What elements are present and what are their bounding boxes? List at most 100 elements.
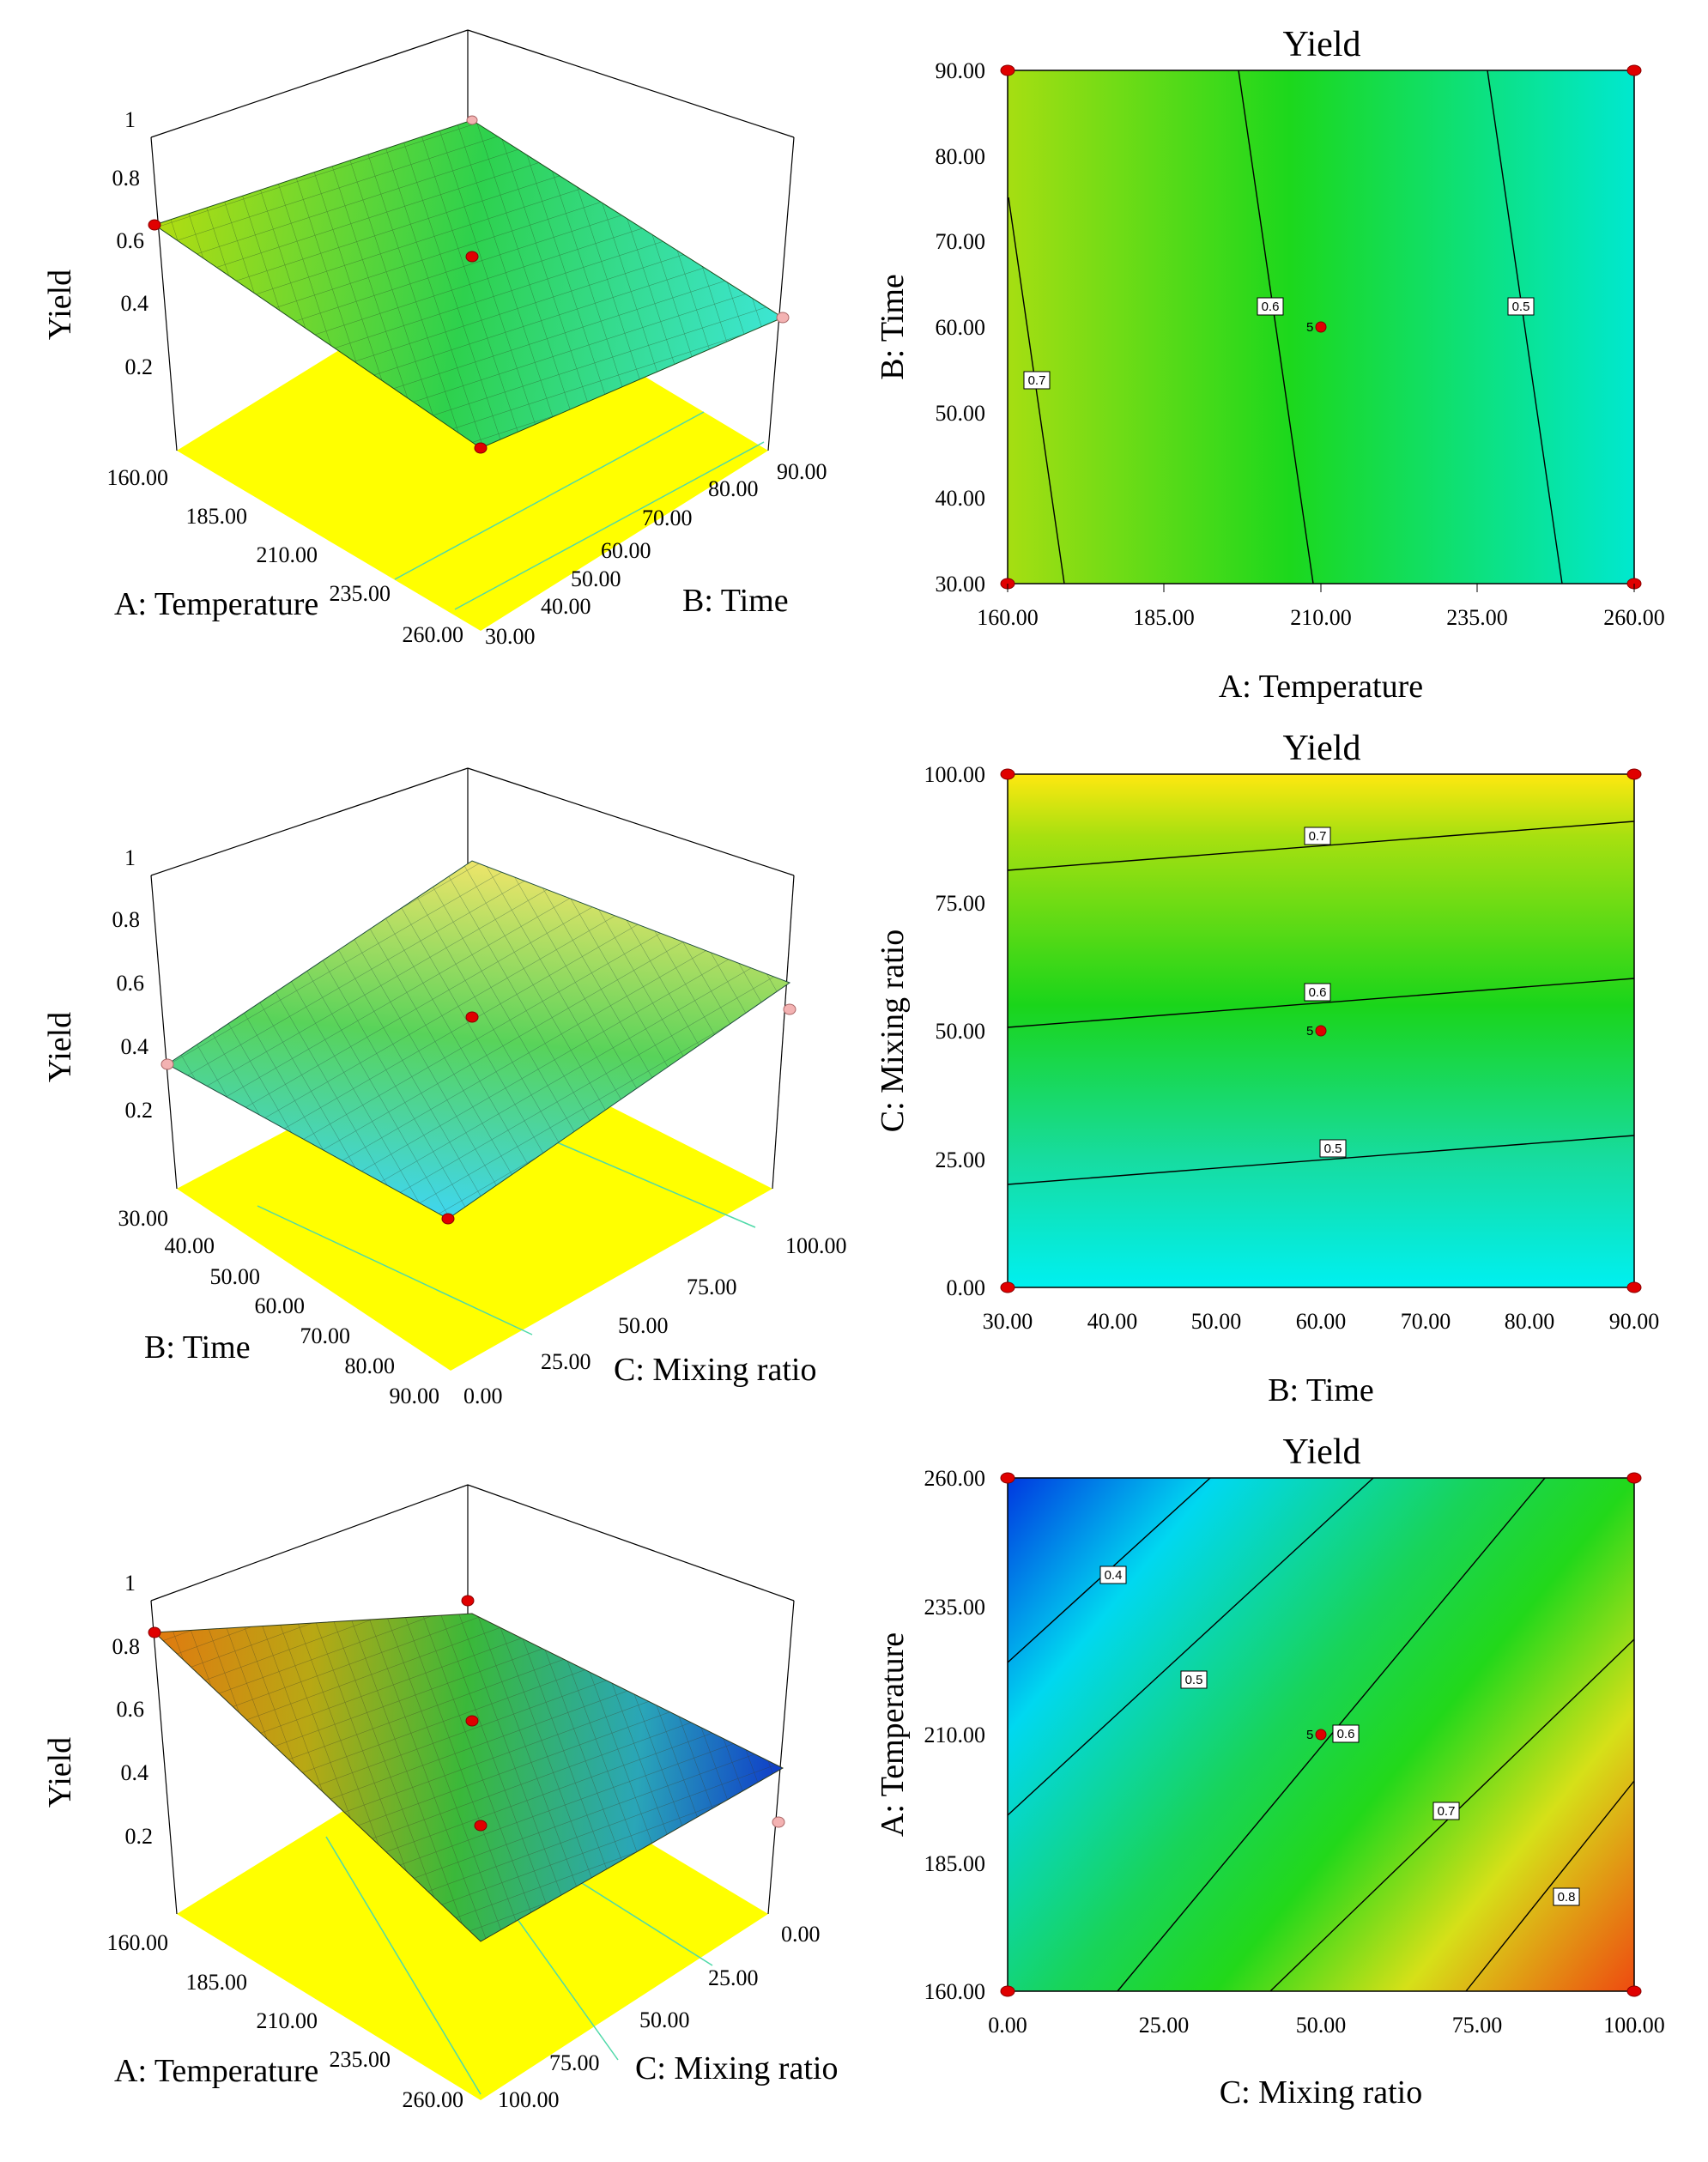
x-tick: 185.00 (1133, 605, 1195, 630)
design-point (148, 1626, 161, 1638)
y-tick: 60.00 (936, 315, 986, 340)
design-point (1000, 1985, 1015, 1997)
contour-line (1465, 1780, 1635, 1992)
x-tick: 75.00 (1452, 2013, 1503, 2038)
surface-plot-time-mixing-ratio: 1 0.8 0.6 0.4 0.2 Yield 30.00 40.00 50.0… (42, 767, 847, 1408)
x-tick: 185.00 (186, 504, 248, 529)
y-tick: 40.00 (936, 486, 986, 511)
design-point (1626, 1281, 1642, 1293)
factor-c-ticks: 100.00 75.00 50.00 25.00 0.00 (498, 1922, 821, 2112)
y-tick: 60.00 (601, 538, 651, 563)
x-tick: 90.00 (390, 1384, 440, 1408)
design-point (783, 1003, 796, 1015)
x-tick: 80.00 (1505, 1309, 1555, 1334)
x-tick: 185.00 (186, 1970, 248, 1995)
z-tick: 0.8 (112, 907, 141, 932)
x-tick: 235.00 (330, 581, 391, 606)
y-axis-ticks: 30.00 40.00 50.00 60.00 70.00 80.00 90.0… (936, 58, 986, 597)
center-point-label: 5 (1306, 320, 1313, 335)
y-tick: 80.00 (708, 476, 759, 501)
contour-label: 0.7 (1028, 373, 1046, 388)
design-point (441, 1213, 455, 1225)
x-tick: 70.00 (300, 1323, 351, 1348)
contour-label: 0.4 (1105, 1568, 1123, 1583)
y-tick: 25.00 (936, 1148, 986, 1172)
contour-label: 0.5 (1512, 300, 1530, 314)
contour-line (1487, 70, 1563, 584)
contour-lines (1008, 70, 1563, 584)
design-point (161, 1058, 174, 1070)
factor-b-ticks: 30.00 40.00 50.00 60.00 70.00 80.00 90.0… (118, 1206, 440, 1408)
z-tick: 0.2 (125, 354, 154, 379)
contour-label: 0.6 (1262, 300, 1280, 314)
x-tick: 50.00 (1191, 1309, 1242, 1334)
contour-labels: 0.7 0.6 0.5 (1023, 297, 1535, 390)
y-tick: 160.00 (924, 1979, 986, 2004)
contour-line (1008, 197, 1065, 584)
contour-line (1117, 1477, 1546, 1992)
response-surface (153, 1613, 784, 1942)
z-tick: 1 (124, 107, 136, 132)
contour-label: 0.6 (1337, 1727, 1355, 1741)
response-surface (167, 860, 791, 1220)
x-axis-ticks: 30.00 40.00 50.00 60.00 70.00 80.00 90.0… (983, 1309, 1660, 1334)
design-point (776, 312, 790, 324)
contour-plot-time-mixing-ratio: Yield 0.7 0.6 0.5 5 30.00 40.00 50.00 60… (875, 729, 1660, 1408)
z-tick: 0.4 (121, 291, 149, 316)
y-tick: 80.00 (936, 144, 986, 169)
contour-title: Yield (1283, 25, 1361, 64)
x-tick: 25.00 (1139, 2013, 1190, 2038)
x-axis-label: A: Temperature (114, 2053, 318, 2089)
y-tick: 185.00 (924, 1851, 986, 1876)
contour-line (1007, 978, 1635, 1028)
y-tick: 50.00 (618, 1313, 669, 1338)
surface-plot-temperature-mixing-ratio: 1 0.8 0.6 0.4 0.2 Yield 160.00 185.00 21… (42, 1484, 838, 2112)
y-axis-ticks: 0.00 25.00 50.00 75.00 100.00 (924, 762, 986, 1300)
y-tick: 40.00 (541, 594, 591, 619)
contour-line (1007, 821, 1635, 871)
contour-label: 0.5 (1324, 1142, 1342, 1156)
x-axis-label: B: Time (1268, 1372, 1374, 1408)
design-point (465, 251, 479, 263)
y-tick: 70.00 (936, 229, 986, 254)
y-tick: 50.00 (639, 2008, 690, 2032)
z-tick: 0.8 (112, 1634, 141, 1659)
design-point (1626, 1985, 1642, 1997)
factor-a-ticks: 160.00 185.00 210.00 235.00 260.00 (107, 465, 464, 647)
x-axis-ticks: 0.00 25.00 50.00 75.00 100.00 (988, 2013, 1665, 2038)
design-point (1626, 64, 1642, 76)
y-tick: 30.00 (485, 624, 536, 649)
factor-c-ticks: 0.00 25.00 50.00 75.00 100.00 (463, 1233, 847, 1408)
y-tick: 25.00 (708, 1965, 759, 1990)
y-tick: 0.00 (463, 1384, 503, 1408)
design-point (772, 1816, 785, 1828)
contour-plot-mixing-ratio-temperature: Yield 0.4 0.5 0.6 0.7 0.8 5 0.00 25.00 5… (875, 1432, 1665, 2111)
contour-title: Yield (1283, 729, 1361, 768)
center-point-label: 5 (1306, 1024, 1313, 1039)
design-point (1626, 1472, 1642, 1484)
design-point (1626, 768, 1642, 780)
surface-plot-temperature-time: 1 0.8 0.6 0.4 0.2 Yield 160.00 185.00 21… (42, 29, 827, 649)
design-point (1000, 64, 1015, 76)
design-point (148, 219, 161, 231)
design-points (1000, 64, 1642, 590)
contour-label: 0.8 (1558, 1890, 1576, 1905)
factor-a-ticks: 160.00 185.00 210.00 235.00 260.00 (107, 1930, 464, 2112)
x-axis-label: A: Temperature (114, 586, 318, 622)
x-tick: 160.00 (107, 1930, 169, 1955)
x-axis-ticks: 160.00 185.00 210.00 235.00 260.00 (977, 584, 1665, 630)
box-frame (150, 1484, 795, 1915)
contour-plot-temperature-time: Yield 0.7 0.6 0.5 5 160.00 185.00 210.00… (875, 25, 1665, 704)
y-tick: 25.00 (541, 1349, 591, 1374)
design-point (1000, 1281, 1015, 1293)
z-axis-ticks: 1 0.8 0.6 0.4 0.2 (112, 845, 154, 1123)
y-tick: 90.00 (936, 58, 986, 83)
y-tick: 100.00 (498, 2087, 560, 2112)
z-tick: 0.8 (112, 166, 141, 191)
z-tick: 1 (124, 845, 136, 870)
x-tick: 50.00 (210, 1264, 261, 1289)
z-tick: 0.2 (125, 1098, 154, 1123)
design-points (148, 1595, 785, 1832)
y-tick: 0.00 (781, 1922, 821, 1947)
contour-label: 0.7 (1309, 829, 1327, 844)
